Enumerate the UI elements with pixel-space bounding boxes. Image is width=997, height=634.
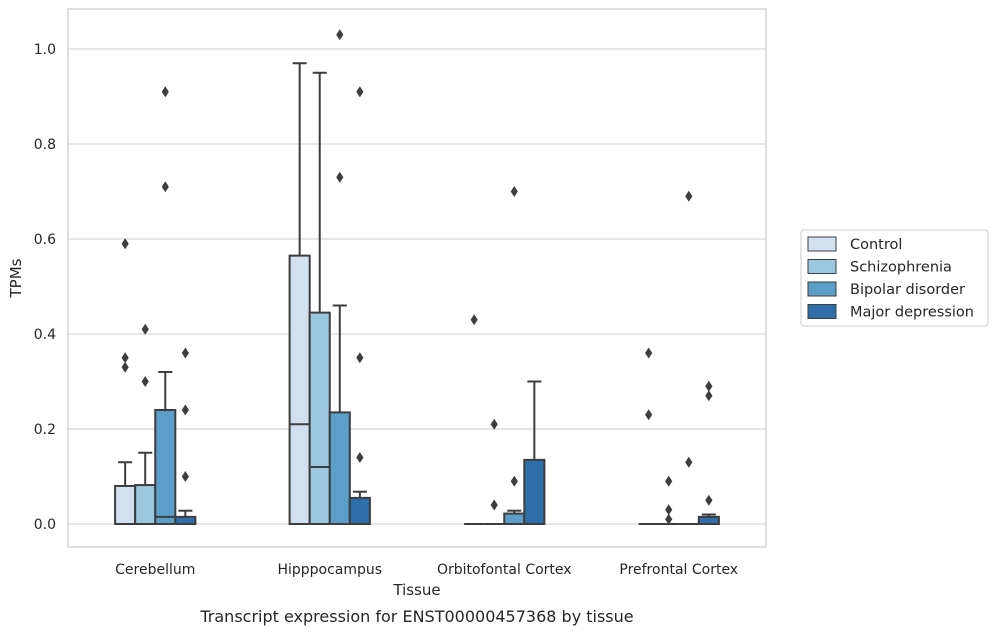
box-group (174, 347, 197, 525)
y-tick-label: 1.0 (34, 42, 56, 58)
x-axis-label: Tissue (392, 581, 440, 599)
outlier-marker (121, 238, 129, 250)
box-group (678, 190, 699, 525)
outlier-marker (356, 86, 364, 98)
y-tick-label: 0.8 (34, 137, 56, 153)
x-tick-label: Orbitofontal Cortex (437, 562, 572, 578)
outlier-marker (705, 494, 713, 506)
legend: Control Schizophrenia Bipolar disorder Majo… (800, 229, 989, 327)
outlier-marker (141, 376, 149, 387)
box-rect (308, 311, 331, 525)
outlier-marker (470, 314, 478, 326)
outlier-marker (181, 404, 189, 416)
outlier-marker (181, 471, 189, 482)
box-rect (523, 458, 546, 525)
box-group (328, 29, 351, 525)
box-rect (134, 484, 157, 525)
outlier-marker (490, 418, 498, 430)
box-rect (697, 515, 720, 525)
legend-label: Schizophrenia (850, 260, 952, 276)
box-group (348, 86, 371, 525)
y-tick-label: 0.4 (34, 327, 56, 343)
outlier-marker (510, 475, 518, 487)
y-tick-label: 0.2 (34, 422, 56, 438)
x-axis-ticks: Cerebellum Hipppocampus Orbitofontal Corte… (115, 562, 738, 578)
x-tick-label: Prefrontal Cortex (619, 562, 738, 578)
outlier-marker (665, 475, 673, 487)
box-rect (328, 411, 351, 525)
plot-frame (67, 8, 767, 548)
outlier-marker (336, 29, 344, 41)
box-group (658, 475, 679, 525)
x-tick-label: Cerebellum (115, 562, 195, 578)
outlier-marker (161, 181, 169, 193)
outlier-marker (356, 352, 364, 364)
outlier-marker (510, 186, 518, 197)
legend-label: Major depression (850, 305, 974, 321)
box-group (638, 347, 659, 525)
box-rect (174, 515, 197, 525)
outlier-marker (181, 347, 189, 359)
outlier-marker (121, 352, 129, 364)
outlier-marker (645, 347, 653, 359)
outlier-marker (161, 86, 169, 98)
box-rect (348, 496, 371, 525)
box-group (154, 86, 177, 525)
legend-label: Control (850, 237, 902, 253)
y-tick-label: 0.6 (34, 232, 56, 248)
outlier-marker (645, 409, 653, 421)
legend-swatch (807, 281, 837, 297)
outlier-marker (336, 171, 344, 183)
x-tick-label: Hipppocampus (277, 562, 382, 578)
box-group (523, 380, 546, 525)
y-axis-label: TPMs (7, 258, 25, 298)
box-rect (114, 485, 137, 525)
y-tick-label: 0.0 (34, 517, 56, 533)
outlier-marker (685, 456, 693, 468)
outlier-marker (685, 190, 693, 202)
box-rect (288, 254, 311, 525)
box-group (134, 323, 157, 525)
outlier-marker (665, 513, 673, 525)
legend-swatch (807, 259, 837, 274)
outlier-marker (705, 380, 713, 392)
y-axis-ticks: 0.0 0.2 0.4 0.6 0.8 1.0 (34, 42, 56, 533)
legend-swatch (807, 236, 837, 252)
outlier-marker (141, 323, 149, 335)
chart-caption: Transcript expression for ENST0000045736… (199, 607, 633, 626)
box-rect (503, 512, 526, 525)
outlier-marker (705, 390, 713, 402)
outlier-marker (665, 504, 673, 516)
outlier-marker (356, 452, 364, 463)
box-group (308, 71, 331, 525)
plot-background (68, 9, 766, 547)
legend-frame (800, 229, 989, 327)
box-rect (154, 409, 177, 525)
box-group (114, 238, 137, 525)
box-group (484, 418, 505, 525)
legend-label: Bipolar disorder (850, 282, 965, 298)
outlier-marker (490, 499, 498, 511)
box-group (697, 380, 720, 525)
legend-swatch (807, 304, 837, 319)
box-group (464, 314, 485, 525)
box-groups (114, 29, 720, 525)
outlier-marker (121, 361, 129, 373)
